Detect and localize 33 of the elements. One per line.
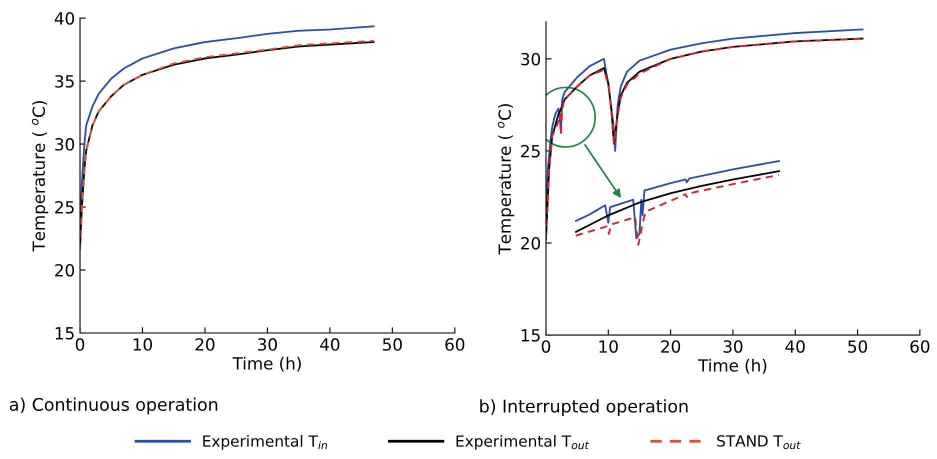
legend-label: Experimental T$_{out}$ — [456, 435, 590, 450]
x-axis-title: Time (h) — [698, 358, 766, 374]
y-tick-label: 15 — [56, 327, 74, 340]
x-tick-label: 0 — [76, 338, 84, 351]
x-tick-label: 10 — [134, 338, 152, 351]
y-tick-label: 20 — [55, 264, 74, 277]
y-tick-label: 30 — [55, 138, 74, 151]
x-tick-label: 40 — [320, 338, 340, 351]
x-tick-label: 50 — [383, 338, 402, 351]
y-tick-label: 30 — [521, 52, 540, 66]
x-tick-label: 50 — [848, 340, 868, 353]
x-tick-label: 0 — [542, 340, 550, 353]
y-axis-title: Temperature ( $^{o}$C) — [498, 104, 514, 255]
text: b) Interrupted operation — [480, 399, 688, 416]
y-tick-label: 25 — [55, 201, 74, 214]
x-tick-label: 10 — [600, 340, 618, 353]
x-axis-title: Time (h) — [232, 356, 301, 372]
x-tick-label: 30 — [258, 338, 277, 351]
x-tick-label: 60 — [910, 340, 930, 353]
x-tick-label: 20 — [661, 340, 680, 353]
legend-label: Experimental T$_{in}$ — [203, 435, 327, 450]
y-axis-title: Temperature ( $^{o}$C) — [32, 101, 48, 252]
y-tick-label: 20 — [521, 236, 540, 250]
y-tick-label: 25 — [521, 144, 540, 158]
y-tick-label: 15 — [522, 329, 540, 342]
y-tick-label: 40 — [54, 12, 74, 25]
x-tick-label: 30 — [724, 340, 742, 353]
x-tick-label: 40 — [785, 340, 805, 353]
x-tick-label: 60 — [445, 338, 464, 351]
legend-label: STAND T$_{out}$ — [717, 435, 801, 450]
x-tick-label: 20 — [196, 338, 214, 351]
text: a) Continuous operation — [10, 398, 218, 414]
y-tick-label: 35 — [55, 75, 74, 88]
